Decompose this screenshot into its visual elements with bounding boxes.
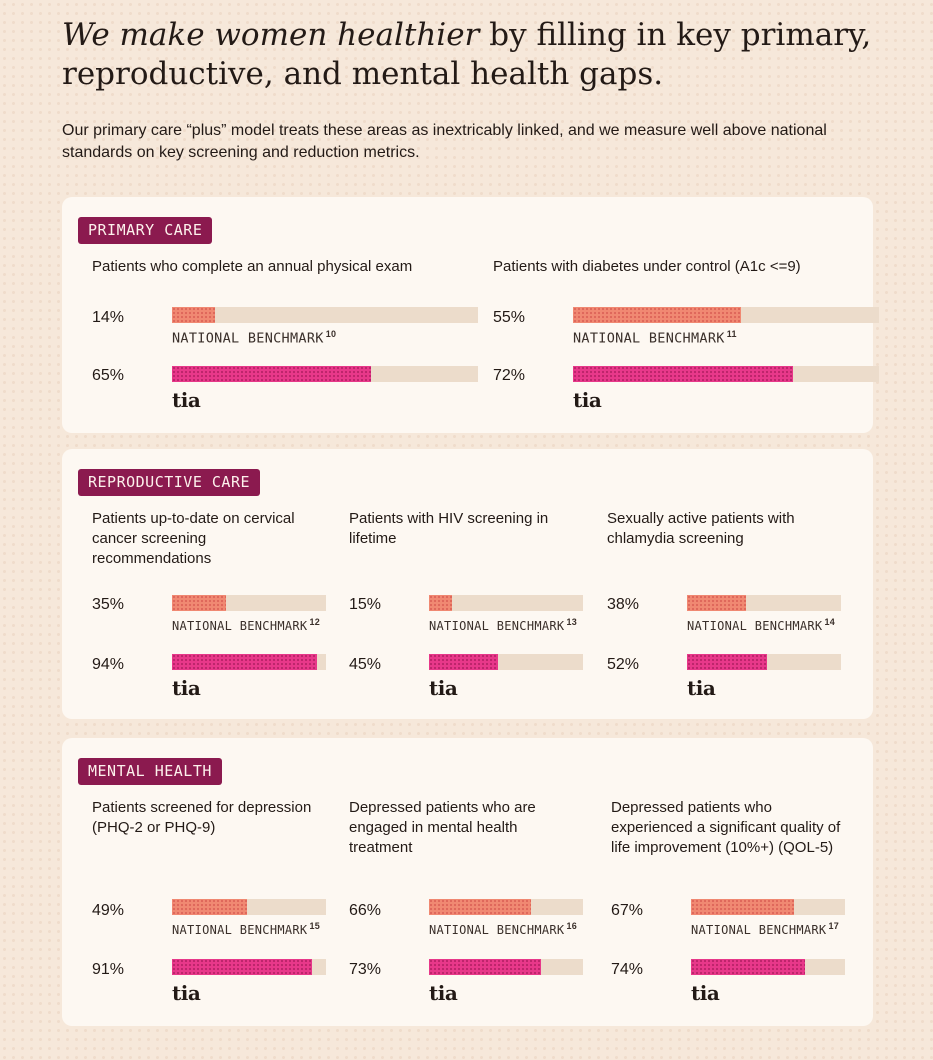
tia-logo: tia (691, 981, 720, 1005)
tia-value-label: 72% (493, 367, 526, 384)
tia-bar-track (687, 654, 841, 670)
benchmark-footnote-ref: 17 (828, 921, 840, 931)
tia-bar (172, 959, 313, 975)
benchmark-footnote-ref: 14 (824, 617, 836, 627)
benchmark-bar-track (429, 899, 583, 915)
section-tag: REPRODUCTIVE CARE (78, 469, 261, 496)
tia-value-label: 52% (607, 656, 640, 673)
benchmark-bar-track (172, 595, 326, 611)
benchmark-bar-track (573, 307, 879, 323)
benchmark-footnote-ref: 16 (566, 921, 578, 931)
national-benchmark-label: NATIONAL BENCHMARK 14 (687, 617, 835, 633)
benchmark-label-text: NATIONAL BENCHMARK (691, 923, 827, 937)
tia-value-label: 73% (349, 961, 382, 978)
chart-panel: PRIMARY CARE Patients who complete an ann… (62, 197, 879, 433)
tia-bar-track (172, 959, 326, 975)
metric-label: Depressed patients who are engaged in me… (349, 799, 536, 856)
benchmark-label-text: NATIONAL BENCHMARK (429, 619, 565, 633)
benchmark-value-label: 38% (607, 596, 640, 613)
benchmark-bar (172, 899, 248, 915)
tia-logo: tia (172, 981, 201, 1005)
tia-value-label: 65% (92, 367, 125, 384)
benchmark-bar (429, 595, 453, 611)
benchmark-bar (429, 899, 531, 915)
benchmark-bar (172, 307, 215, 323)
metric-label: Patients with HIV screening in lifetime (349, 510, 549, 547)
benchmark-value-label: 49% (92, 902, 125, 919)
benchmark-label-text: NATIONAL BENCHMARK (429, 923, 565, 937)
benchmark-label-text: NATIONAL BENCHMARK (172, 923, 308, 937)
tia-bar (172, 654, 317, 670)
metric-label: Sexually active patients with chlamydia … (607, 510, 795, 547)
national-benchmark-label: NATIONAL BENCHMARK 13 (429, 617, 577, 633)
benchmark-label-text: NATIONAL BENCHMARK (172, 330, 324, 347)
national-benchmark-label: NATIONAL BENCHMARK 15 (172, 921, 320, 937)
tia-bar-track (573, 366, 879, 382)
benchmark-value-label: 55% (493, 309, 526, 326)
tia-value-label: 91% (92, 961, 125, 978)
benchmark-footnote-ref: 10 (325, 329, 337, 339)
intro-text: Our primary care “plus” model treats the… (62, 122, 827, 161)
benchmark-value-label: 66% (349, 902, 382, 919)
section-tag: PRIMARY CARE (78, 217, 213, 244)
tia-bar (691, 959, 805, 975)
tia-logo: tia (172, 388, 201, 412)
tia-bar-track (691, 959, 845, 975)
benchmark-bar-track (172, 307, 478, 323)
benchmark-bar (691, 899, 795, 915)
national-benchmark-label: NATIONAL BENCHMARK 16 (429, 921, 577, 937)
benchmark-label-text: NATIONAL BENCHMARK (573, 330, 725, 347)
headline-rest: by filling in key primary, reproductive,… (62, 17, 872, 92)
section-tag: MENTAL HEALTH (78, 758, 222, 785)
tia-logo: tia (687, 676, 716, 700)
tia-bar-track (172, 654, 326, 670)
tia-bar (172, 366, 371, 382)
benchmark-bar-track (687, 595, 841, 611)
tia-bar (429, 654, 499, 670)
tia-value-label: 45% (349, 656, 382, 673)
tia-bar-track (172, 366, 478, 382)
benchmark-value-label: 35% (92, 596, 125, 613)
benchmark-bar-track (172, 899, 326, 915)
tia-bar (573, 366, 794, 382)
metric-label: Depressed patients who experienced a sig… (611, 799, 841, 856)
tia-value-label: 94% (92, 656, 125, 673)
benchmark-label-text: NATIONAL BENCHMARK (687, 619, 823, 633)
benchmark-bar (172, 595, 226, 611)
tia-logo: tia (172, 676, 201, 700)
benchmark-bar (687, 595, 746, 611)
benchmark-value-label: 14% (92, 309, 125, 326)
benchmark-value-label: 67% (611, 902, 644, 919)
national-benchmark-label: NATIONAL BENCHMARK 10 (172, 329, 336, 347)
tia-logo: tia (429, 676, 458, 700)
tia-bar-track (429, 959, 583, 975)
benchmark-footnote-ref: 13 (566, 617, 578, 627)
benchmark-footnote-ref: 11 (726, 329, 737, 339)
benchmark-bar-track (691, 899, 845, 915)
headline: We make women healthier by filling in ke… (62, 16, 882, 94)
tia-logo: tia (573, 388, 602, 412)
national-benchmark-label: NATIONAL BENCHMARK 17 (691, 921, 839, 937)
tia-logo: tia (429, 981, 458, 1005)
benchmark-bar-track (429, 595, 583, 611)
chart-panel: REPRODUCTIVE CARE Patients up-to-date on … (62, 449, 873, 719)
benchmark-footnote-ref: 15 (309, 921, 321, 931)
metric-label: Patients screened for depression (PHQ-2 … (92, 799, 312, 836)
chart-panel: MENTAL HEALTH Patients screened for depre… (62, 738, 873, 1026)
metric-label: Patients with diabetes under control (A1… (493, 258, 801, 275)
benchmark-value-label: 15% (349, 596, 382, 613)
tia-bar (687, 654, 768, 670)
benchmark-bar (573, 307, 742, 323)
benchmark-footnote-ref: 12 (309, 617, 321, 627)
headline-emphasis: We make women healthier (62, 17, 480, 53)
metric-label: Patients who complete an annual physical… (92, 258, 413, 275)
metric-label: Patients up-to-date on cervical cancer s… (92, 510, 295, 567)
tia-value-label: 74% (611, 961, 644, 978)
national-benchmark-label: NATIONAL BENCHMARK 11 (573, 329, 737, 347)
tia-bar-track (429, 654, 583, 670)
benchmark-label-text: NATIONAL BENCHMARK (172, 619, 308, 633)
tia-bar (429, 959, 542, 975)
national-benchmark-label: NATIONAL BENCHMARK 12 (172, 617, 320, 633)
